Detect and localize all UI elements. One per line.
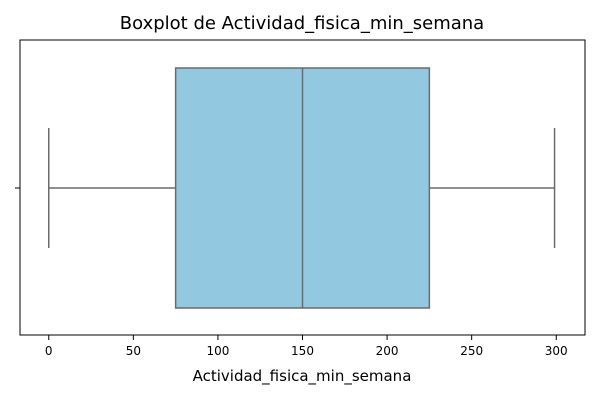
x-tick-label: 150 [291,344,314,358]
chart-title: Boxplot de Actividad_fisica_min_semana [120,13,484,34]
x-axis-ticks: 0 50 100 150 200 250 300 [45,335,568,358]
x-tick-label: 250 [460,344,483,358]
x-tick-label: 50 [126,344,141,358]
x-axis-label: Actividad_fisica_min_semana [193,367,412,386]
x-tick-label: 300 [545,344,568,358]
x-tick-label: 100 [206,344,229,358]
x-tick-label: 0 [45,344,53,358]
box-marks [48,67,556,309]
x-tick-label: 200 [376,344,399,358]
